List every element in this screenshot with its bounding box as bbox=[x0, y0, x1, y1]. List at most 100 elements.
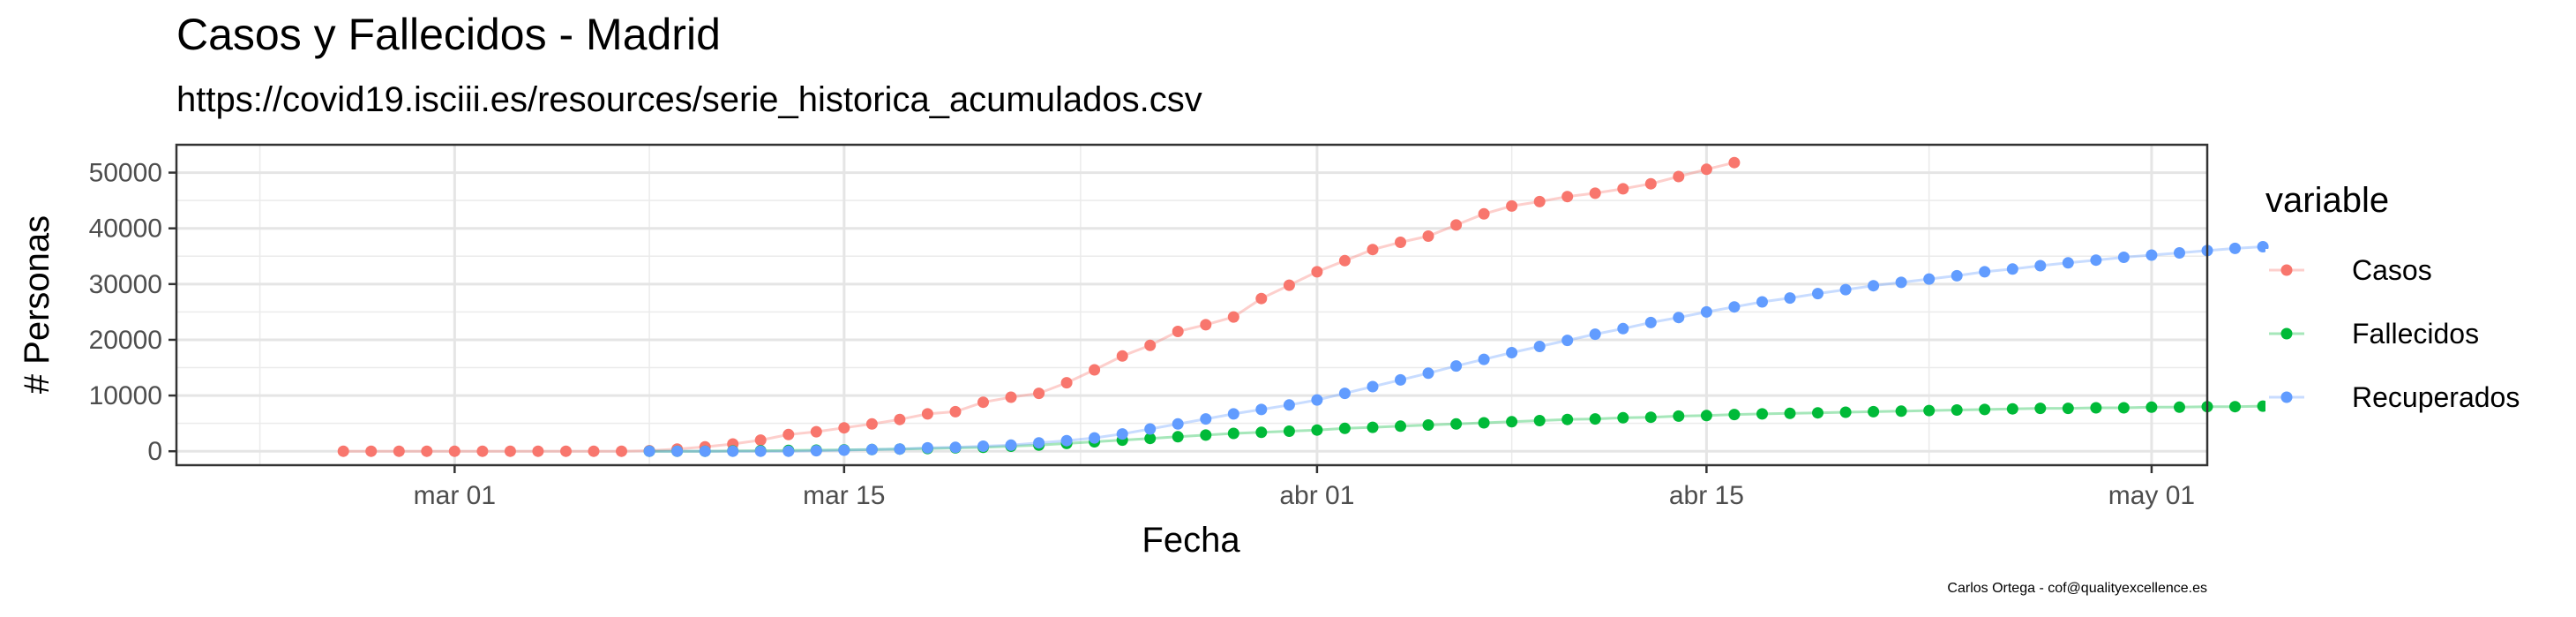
data-point-fallecidos bbox=[1255, 426, 1268, 439]
data-point-casos bbox=[421, 445, 433, 457]
data-point-recuperados bbox=[1589, 328, 1601, 341]
data-point-casos bbox=[1200, 319, 1212, 331]
data-point-recuperados bbox=[1561, 335, 1574, 347]
y-tick-label: 20000 bbox=[89, 326, 162, 355]
data-point-casos bbox=[1338, 254, 1351, 267]
x-axis: mar 01 mar 15 abr 01 abr 15 may 01 bbox=[414, 465, 2195, 510]
data-point-fallecidos bbox=[1617, 411, 1629, 424]
data-point-casos bbox=[532, 445, 544, 457]
data-point-fallecidos bbox=[1478, 417, 1490, 429]
data-point-recuperados bbox=[1478, 353, 1490, 365]
data-point-fallecidos bbox=[1868, 405, 1880, 418]
data-point-recuperados bbox=[1116, 428, 1128, 440]
data-point-casos bbox=[1644, 177, 1657, 190]
data-point-fallecidos bbox=[1200, 429, 1212, 441]
data-point-fallecidos bbox=[2117, 402, 2130, 414]
data-point-recuperados bbox=[1227, 408, 1239, 420]
plot-panel bbox=[175, 143, 2269, 467]
plot-background bbox=[176, 145, 2207, 465]
legend: variable Casos Fallecidos Recuperados bbox=[2265, 181, 2520, 418]
data-point-recuperados bbox=[1812, 288, 1823, 300]
data-point-casos bbox=[1617, 183, 1629, 195]
data-point-fallecidos bbox=[1979, 403, 1991, 416]
data-point-recuperados bbox=[865, 443, 878, 455]
data-point-fallecidos bbox=[2062, 403, 2074, 415]
data-point-casos bbox=[1561, 191, 1574, 203]
data-point-recuperados bbox=[671, 445, 684, 457]
x-axis-title: Fecha bbox=[1142, 521, 1240, 560]
data-point-fallecidos bbox=[2229, 401, 2241, 413]
y-tick-label: 0 bbox=[147, 437, 162, 466]
data-point-casos bbox=[1589, 187, 1601, 199]
data-point-recuperados bbox=[2117, 252, 2130, 263]
x-tick-label: mar 15 bbox=[803, 481, 885, 510]
data-point-recuperados bbox=[1784, 292, 1796, 305]
chart-subtitle: https://covid19.isciii.es/resources/seri… bbox=[176, 80, 1202, 119]
data-point-recuperados bbox=[754, 445, 767, 457]
data-point-recuperados bbox=[2006, 263, 2018, 275]
data-point-casos bbox=[838, 422, 850, 434]
data-point-recuperados bbox=[949, 441, 962, 454]
data-point-fallecidos bbox=[1450, 418, 1463, 430]
data-point-fallecidos bbox=[2145, 401, 2158, 413]
data-point-casos bbox=[337, 445, 349, 457]
data-point-fallecidos bbox=[1338, 422, 1351, 434]
data-point-recuperados bbox=[2090, 254, 2102, 267]
data-point-fallecidos bbox=[2090, 402, 2102, 414]
data-point-recuperados bbox=[1673, 312, 1685, 324]
x-tick-label: may 01 bbox=[2108, 481, 2195, 510]
legend-key-point-casos bbox=[2280, 264, 2293, 276]
data-point-casos bbox=[504, 445, 516, 457]
data-point-recuperados bbox=[1951, 269, 1963, 282]
data-point-fallecidos bbox=[1895, 405, 1907, 418]
data-point-recuperados bbox=[977, 440, 989, 452]
data-point-casos bbox=[1144, 339, 1157, 351]
y-tick-label: 40000 bbox=[89, 214, 162, 244]
data-point-recuperados bbox=[1005, 439, 1017, 451]
data-point-recuperados bbox=[1644, 316, 1657, 328]
x-tick-label: abr 01 bbox=[1279, 481, 1354, 510]
data-point-recuperados bbox=[1060, 434, 1073, 447]
data-point-recuperados bbox=[1839, 283, 1852, 296]
data-point-recuperados bbox=[1172, 418, 1184, 430]
data-point-fallecidos bbox=[1812, 407, 1823, 419]
data-point-fallecidos bbox=[1700, 410, 1712, 422]
data-point-recuperados bbox=[1283, 399, 1295, 411]
data-point-recuperados bbox=[2145, 249, 2158, 261]
data-point-recuperados bbox=[727, 445, 739, 457]
data-point-casos bbox=[1533, 195, 1546, 207]
data-point-casos bbox=[1478, 207, 1490, 220]
legend-label-fallecidos: Fallecidos bbox=[2352, 318, 2479, 350]
data-point-fallecidos bbox=[1367, 421, 1379, 433]
data-point-casos bbox=[1700, 163, 1712, 176]
data-point-recuperados bbox=[894, 443, 906, 455]
x-tick-label: mar 01 bbox=[414, 481, 496, 510]
data-point-casos bbox=[365, 445, 378, 457]
data-point-recuperados bbox=[1895, 276, 1907, 289]
data-point-recuperados bbox=[1868, 280, 1880, 292]
data-point-casos bbox=[894, 413, 906, 425]
data-point-fallecidos bbox=[1172, 431, 1184, 443]
data-point-recuperados bbox=[1311, 394, 1323, 406]
data-point-fallecidos bbox=[1839, 406, 1852, 418]
data-point-casos bbox=[949, 405, 962, 418]
data-point-recuperados bbox=[810, 445, 822, 457]
chart-caption: Carlos Ortega - cof@qualityexcellence.es bbox=[1947, 581, 2207, 596]
data-point-recuperados bbox=[2034, 260, 2047, 272]
data-point-recuperados bbox=[1033, 437, 1045, 449]
data-point-casos bbox=[1506, 199, 1518, 212]
data-point-casos bbox=[1033, 388, 1045, 400]
data-point-recuperados bbox=[1200, 413, 1212, 425]
data-point-casos bbox=[810, 425, 822, 438]
data-point-casos bbox=[1060, 377, 1073, 389]
y-tick-label: 10000 bbox=[89, 381, 162, 410]
data-point-fallecidos bbox=[1395, 420, 1406, 433]
data-point-recuperados bbox=[1923, 273, 1936, 285]
data-point-recuperados bbox=[1756, 296, 1768, 308]
data-point-casos bbox=[1450, 219, 1463, 231]
data-point-casos bbox=[865, 418, 878, 430]
data-point-recuperados bbox=[1533, 341, 1546, 352]
data-point-fallecidos bbox=[2174, 401, 2185, 413]
data-point-casos bbox=[1227, 311, 1239, 323]
